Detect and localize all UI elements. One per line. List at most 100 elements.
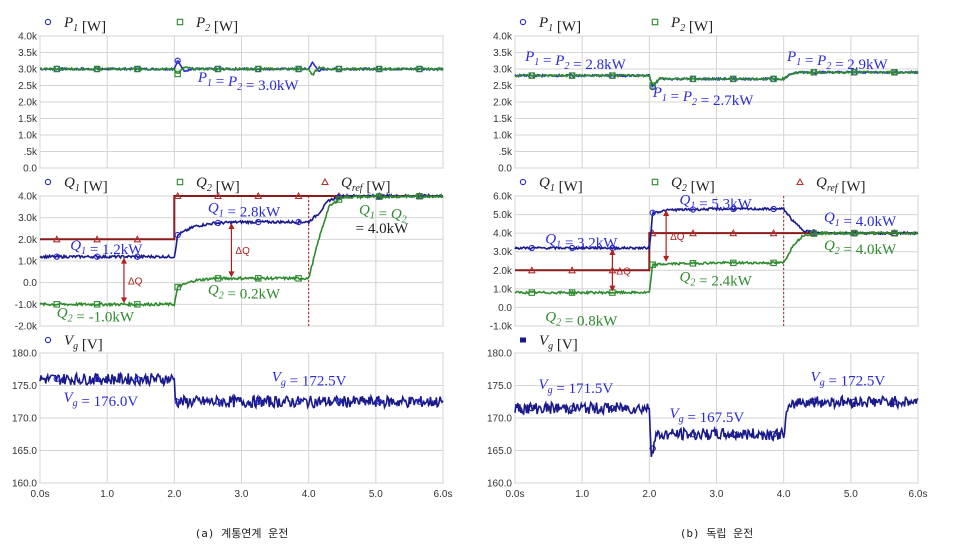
legend-item: Q1 [W] — [519, 175, 583, 195]
series-marker — [174, 398, 181, 405]
legend-marker — [176, 18, 184, 26]
annotation-text: Vg = 176.0V — [64, 390, 139, 410]
y-tick-label: 2.5k — [18, 81, 38, 92]
series-marker — [568, 405, 576, 412]
series-marker — [689, 431, 697, 438]
series-marker — [891, 398, 898, 405]
legend-label: Q1 [W] — [539, 175, 583, 195]
legend-label: Vg [V] — [539, 333, 578, 353]
series-marker — [174, 57, 181, 64]
legend-marker — [651, 18, 659, 26]
legend-marker — [520, 337, 526, 343]
series-marker — [810, 230, 818, 237]
series-marker — [134, 375, 141, 383]
y-tick-label: 175.0 — [12, 381, 37, 392]
annotation-text: Q2 = 0.2kW — [208, 283, 281, 303]
legend-item: P1 [W] — [44, 15, 106, 35]
series-marker — [528, 289, 536, 296]
value-annotation: P1 = P2 = 2.8kW — [524, 49, 627, 73]
annotation-text: P1 = P2 = 2.9kW — [786, 49, 889, 73]
series-marker — [568, 266, 577, 274]
y-tick-label: 160.0 — [12, 479, 37, 490]
series-line — [39, 65, 444, 77]
value-annotation: Q2 = 2.4kW — [680, 269, 753, 289]
series-marker — [254, 191, 263, 200]
series-marker — [770, 205, 777, 213]
y-tick-label: 3.0k — [18, 65, 38, 76]
x-tick-label: 5.0 — [369, 489, 383, 500]
series-marker — [295, 65, 302, 73]
arrow-head-up — [120, 257, 127, 264]
y-tick-label: 170.0 — [12, 414, 37, 425]
arrow-head-down — [663, 255, 670, 262]
annotation-text: = 4.0kW — [356, 221, 409, 237]
annotation-text: Q1 = 1.2kW — [70, 238, 143, 258]
y-tick-label: 180.0 — [487, 349, 512, 360]
y-tick-label: 170.0 — [487, 414, 512, 425]
arrow-head-down — [609, 285, 616, 292]
series-marker — [93, 301, 101, 308]
series-marker — [93, 253, 101, 260]
series-marker — [649, 445, 656, 452]
series-marker — [255, 398, 262, 405]
series-marker — [891, 69, 898, 76]
annotation-text: Vg = 172.5V — [272, 370, 347, 390]
series-marker — [214, 219, 222, 227]
panel-1: 4.0k 3.0k 2.0k 1.0k 0.0 -1.0k -2.0k Q1 [W] Q2 [W… — [15, 175, 444, 333]
delta-q-label: ΔQ — [616, 266, 631, 277]
x-tick-label: 5.0 — [844, 489, 858, 500]
series-marker — [528, 72, 536, 79]
series-marker — [214, 191, 222, 200]
panel-2: 180.0 175.0 170.0 165.0 160.0 Vg [V] Vg = 171.… — [487, 333, 927, 500]
y-tick-label: 2.5k — [493, 81, 513, 92]
x-tick-label: 1.0 — [575, 489, 589, 500]
y-tick-label: 6.0k — [493, 192, 513, 203]
series-marker — [730, 431, 737, 438]
annotation-text: Q2 = 2.4kW — [680, 269, 753, 289]
series-marker — [770, 75, 777, 83]
x-tick-label: 3.0 — [710, 489, 724, 500]
annotation-text: Q1 = 5.3kW — [680, 192, 753, 212]
value-annotation: Q2 = 0.8kW — [545, 309, 618, 329]
delta-q-arrow: ΔQ — [228, 223, 250, 278]
annotation-text: Q1 = 2.8kW — [208, 200, 281, 220]
panel-0: 4.0k 3.5k 3.0k 2.5k 2.0k 1.5k 1.0k .5k 0.0 P1 [W]… — [493, 15, 919, 175]
y-tick-label: 175.0 — [487, 381, 512, 392]
annotation-text: Q1 = 3.2kW — [545, 231, 618, 251]
series-marker — [174, 70, 181, 78]
series-marker — [649, 209, 656, 216]
legend-label: P2 [W] — [195, 15, 238, 35]
y-tick-label: 1.0k — [18, 257, 38, 268]
legend-marker — [44, 18, 52, 26]
legend-label: Qref [W] — [816, 175, 866, 195]
series-marker — [730, 75, 737, 83]
legend-item: Q1 [W] — [44, 175, 108, 195]
value-annotation: = 4.0kW — [356, 221, 409, 237]
x-tick-label: 2.0 — [167, 489, 181, 500]
series-marker — [214, 65, 222, 73]
y-tick-label: 0.0 — [23, 278, 37, 289]
series-line — [515, 232, 918, 272]
delta-q-label: ΔQ — [670, 232, 685, 243]
delta-q-label: ΔQ — [128, 277, 143, 288]
series-marker — [255, 275, 262, 282]
y-tick-label: 1.0k — [18, 131, 38, 142]
y-tick-label: 1.5k — [493, 114, 513, 125]
series-line — [39, 370, 444, 410]
legend-label: Q2 [W] — [671, 175, 715, 195]
y-tick-label: 165.0 — [12, 446, 37, 457]
series-marker — [689, 228, 697, 237]
series-marker — [375, 193, 383, 200]
series-marker — [527, 266, 536, 274]
series-marker — [295, 275, 302, 282]
annotation-text: P1 = P2 = 3.0kW — [197, 70, 300, 94]
series-line — [514, 230, 919, 296]
y-tick-label: 1.0k — [493, 131, 513, 142]
series-marker — [850, 69, 858, 76]
y-tick-label: 3.0k — [18, 213, 38, 224]
y-tick-label: 160.0 — [487, 479, 512, 490]
series-marker — [609, 405, 616, 412]
panel-0: 4.0k 3.5k 3.0k 2.5k 2.0k 1.5k 1.0k .5k 0.0 P1 [W]… — [18, 15, 444, 175]
legend-item: Vg [V] — [44, 333, 103, 353]
